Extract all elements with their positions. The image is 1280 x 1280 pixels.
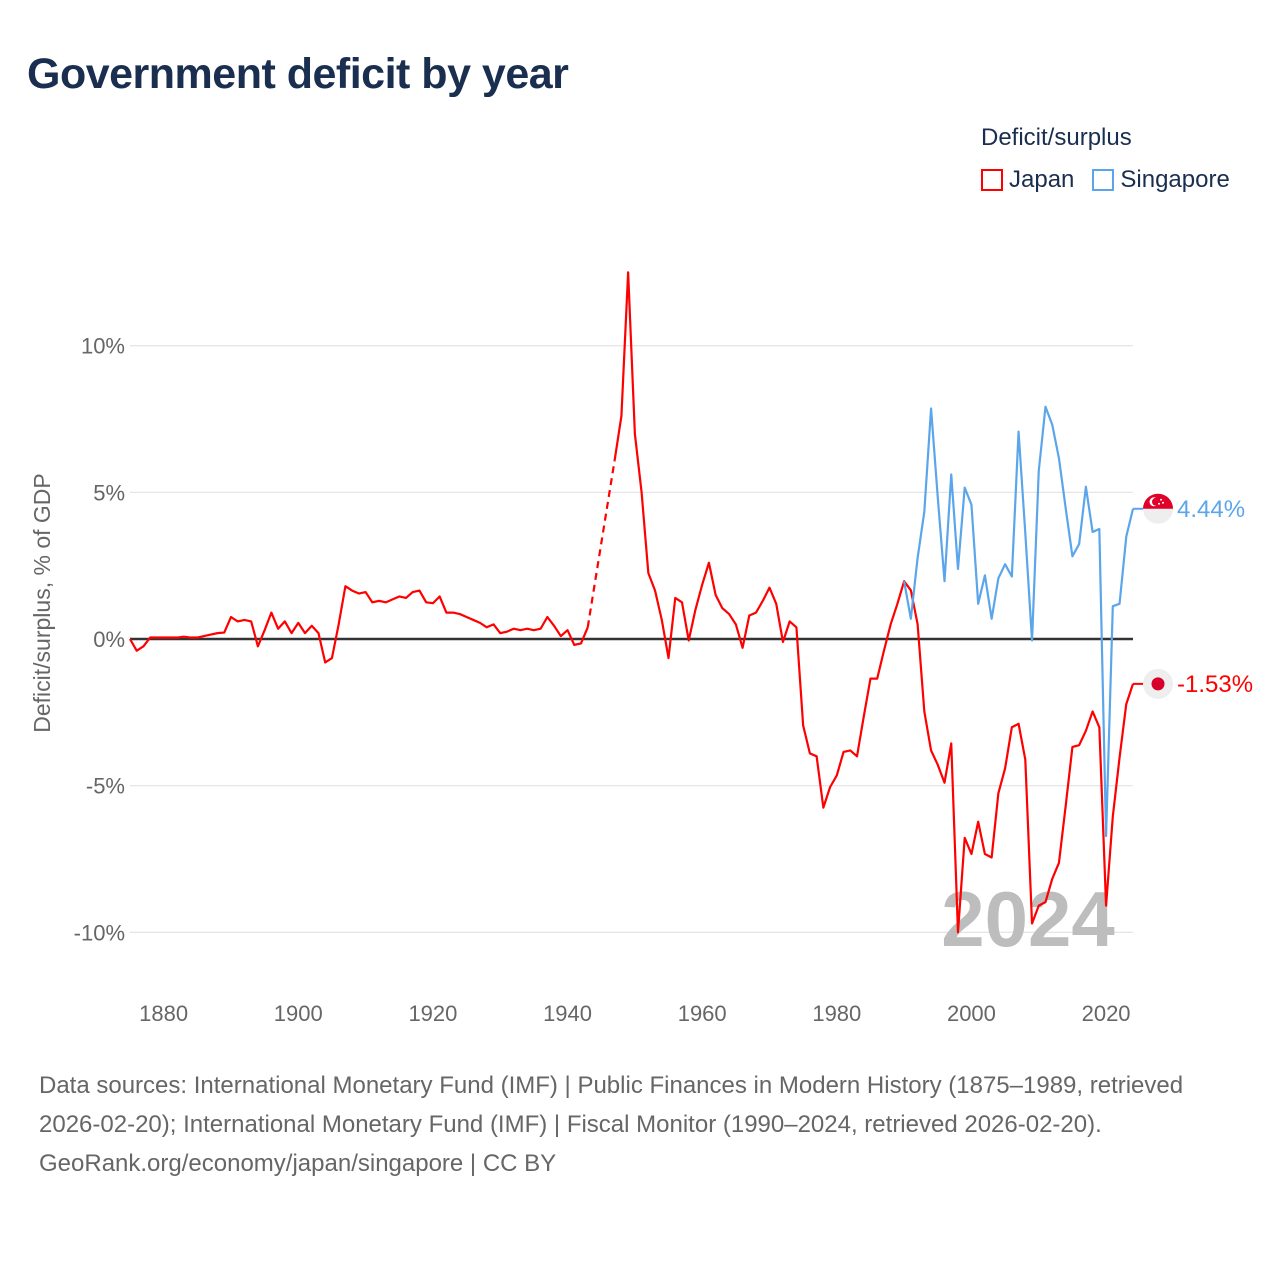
interpolated-segment-japan [586,459,616,628]
x-tick-label: 1960 [678,1001,727,1026]
x-tick-label: 1940 [543,1001,592,1026]
series-line-japan [129,585,589,664]
series-line-singapore [903,405,1135,838]
line-chart: 10% 5% 0% -5% -10% 1880 1900 1920 1940 1960 1980 2… [29,271,1253,1026]
y-axis-ticks: 10% 5% 0% -5% -10% [74,334,125,946]
chart-title: Government deficit by year [27,50,569,98]
x-tick-label: 1880 [139,1001,188,1026]
legend-title: Deficit/surplus [981,124,1132,151]
credit-link[interactable]: GeoRank.org/economy/japan/singapore | CC… [39,1150,557,1177]
y-tick-label: 0% [93,627,125,652]
series-lines [129,271,1135,934]
y-tick-label: -5% [86,774,125,799]
legend: Japan Singapore [981,166,1230,194]
sources-text: Data sources: International Monetary Fun… [39,1072,1184,1138]
x-tick-label: 1920 [408,1001,457,1026]
end-label-singapore: 4.44% [1177,496,1245,523]
data-sources: Data sources: International Monetary Fun… [39,1066,1239,1183]
legend-swatch-singapore [1092,169,1115,191]
x-tick-label: 1900 [274,1001,323,1026]
y-axis-label: Deficit/surplus, % of GDP [29,473,55,732]
x-tick-label: 2000 [947,1001,996,1026]
x-tick-label: 2020 [1082,1001,1131,1026]
legend-item-japan[interactable]: Japan [981,166,1074,194]
japan-flag-icon [1143,668,1173,699]
legend-item-singapore[interactable]: Singapore [1092,166,1230,194]
legend-label-japan: Japan [1009,166,1075,193]
end-labels: -1.53% 4.44% [1133,493,1253,699]
y-tick-label: -10% [74,920,125,945]
end-label-japan: -1.53% [1177,671,1253,698]
legend-swatch-japan [981,169,1003,191]
current-year-watermark: 2024 [941,875,1115,963]
x-tick-label: 1980 [812,1001,861,1026]
series-line-japan [613,271,1135,934]
y-tick-label: 10% [81,334,125,359]
x-axis-ticks: 1880 1900 1920 1940 1960 1980 2000 2020 [139,1001,1130,1026]
y-tick-label: 5% [93,480,125,505]
legend-label-singapore: Singapore [1120,166,1230,193]
singapore-flag-icon [1143,493,1173,524]
